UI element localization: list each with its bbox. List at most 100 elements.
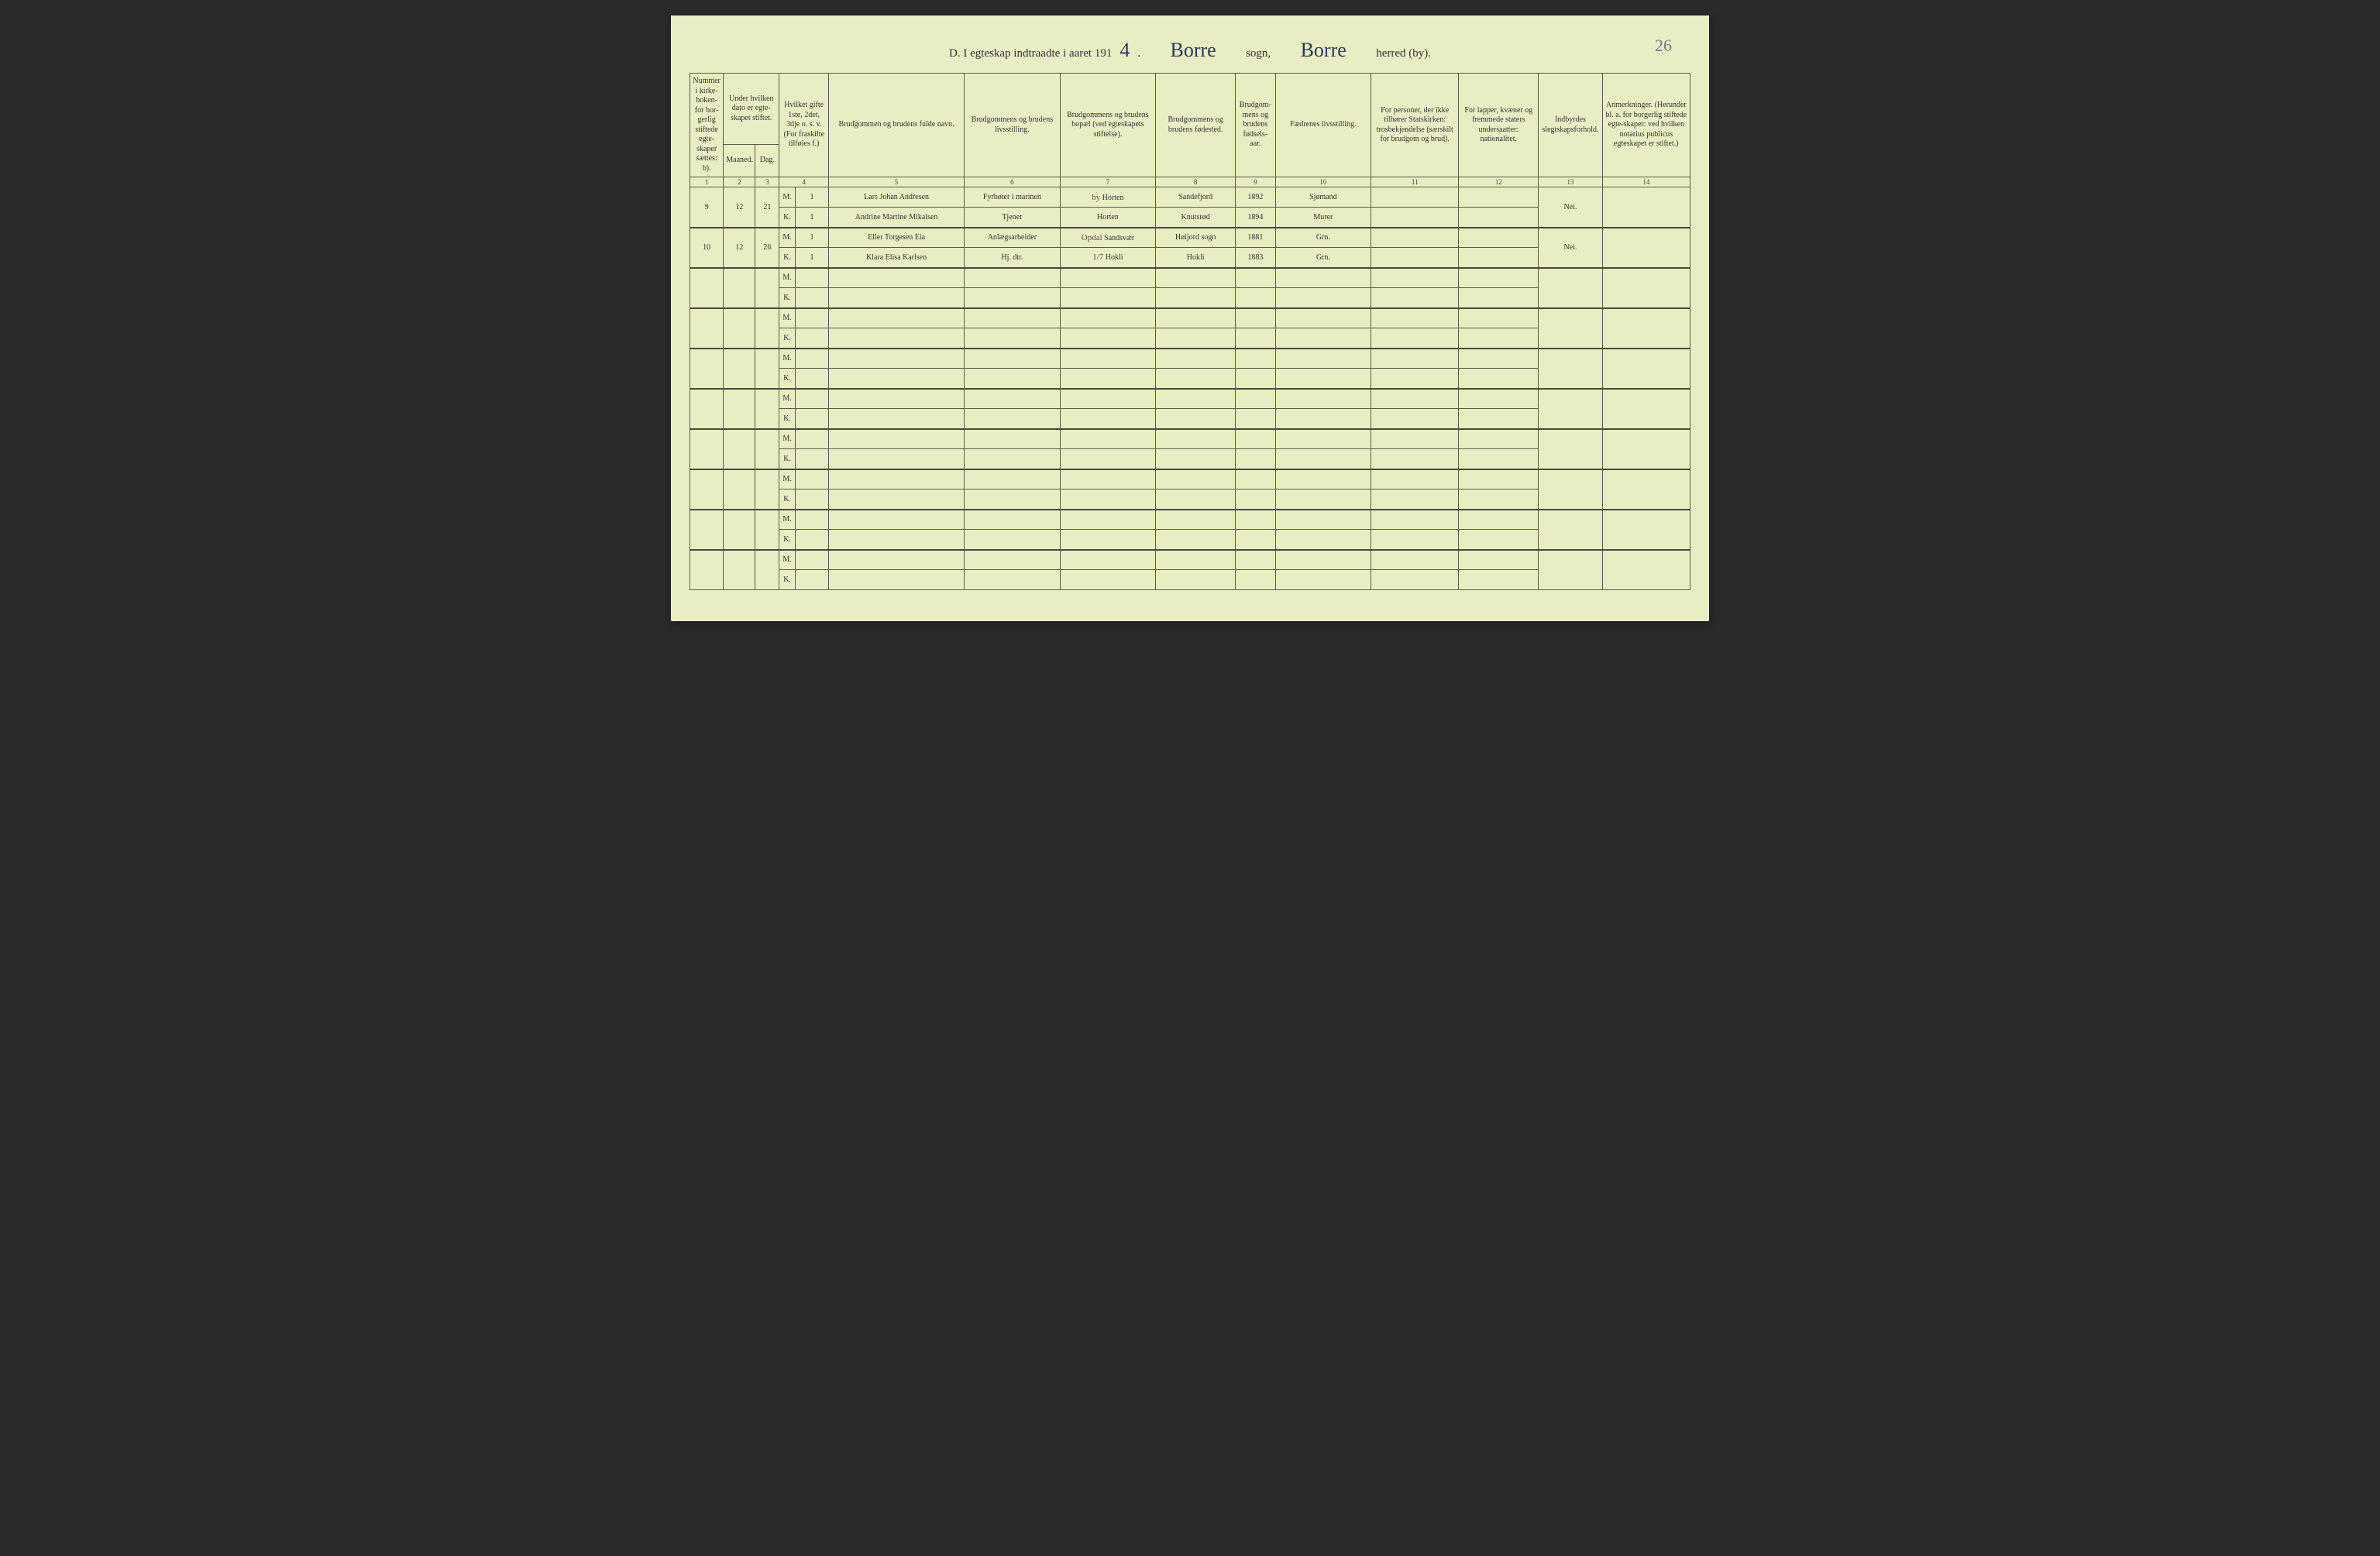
- cell-mk: K.: [779, 248, 796, 268]
- cell-slegt: [1539, 349, 1602, 389]
- cell-aar: [1236, 489, 1275, 510]
- cell-nat: [1459, 288, 1539, 308]
- table-row: M.: [690, 469, 1690, 489]
- cell-mk: M.: [779, 308, 796, 328]
- cell-bopal: [1060, 449, 1156, 469]
- cell-fodested: [1156, 288, 1236, 308]
- cell-tros: [1371, 248, 1459, 268]
- cell-bopal: by Horten: [1060, 187, 1156, 208]
- cell-mk: M.: [779, 469, 796, 489]
- hdr-13: Indbyrdes slegtskapsforhold.: [1539, 74, 1602, 177]
- title-sogn-hand: Borre: [1147, 39, 1240, 62]
- cell-faedre: [1275, 429, 1371, 449]
- cell-faedre: [1275, 328, 1371, 349]
- cell-aar: [1236, 389, 1275, 409]
- cell-maaned: 12: [724, 187, 755, 228]
- cell-fodested: [1156, 550, 1236, 570]
- cell-dag: 21: [755, 187, 779, 228]
- coln-7: 7: [1060, 177, 1156, 187]
- cell-gifte: [795, 268, 828, 288]
- cell-slegt: [1539, 389, 1602, 429]
- cell-anm: [1602, 429, 1690, 469]
- cell-gifte: 1: [795, 228, 828, 248]
- cell-aar: 1894: [1236, 208, 1275, 228]
- cell-dag: [755, 349, 779, 389]
- coln-2: 2: [724, 177, 755, 187]
- cell-dag: [755, 308, 779, 349]
- cell-faedre: [1275, 469, 1371, 489]
- cell-navn: [829, 288, 965, 308]
- ledger-page: 26 D. I egteskap indtraadte i aaret 1914…: [671, 15, 1709, 621]
- cell-bopal: [1060, 268, 1156, 288]
- cell-navn: [829, 469, 965, 489]
- cell-nat: [1459, 409, 1539, 429]
- cell-fodested: Knutsrød: [1156, 208, 1236, 228]
- cell-navn: [829, 369, 965, 389]
- cell-mk: K.: [779, 570, 796, 590]
- column-number-row: 1 2 3 4 5 6 7 8 9 10 11 12 13 14: [690, 177, 1690, 187]
- cell-aar: [1236, 530, 1275, 550]
- cell-aar: 1883: [1236, 248, 1275, 268]
- cell-aar: 1881: [1236, 228, 1275, 248]
- cell-nat: [1459, 187, 1539, 208]
- cell-nat: [1459, 510, 1539, 530]
- cell-navn: Klara Elisa Karlsen: [829, 248, 965, 268]
- cell-mk: K.: [779, 530, 796, 550]
- cell-gifte: [795, 288, 828, 308]
- cell-navn: [829, 409, 965, 429]
- cell-faedre: Murer: [1275, 208, 1371, 228]
- cell-anm: [1602, 550, 1690, 590]
- cell-faedre: [1275, 510, 1371, 530]
- cell-maaned: [724, 349, 755, 389]
- cell-stilling: [965, 349, 1061, 369]
- hdr-8: Brudgommens og brudens fødested.: [1156, 74, 1236, 177]
- cell-mk: M.: [779, 268, 796, 288]
- cell-tros: [1371, 530, 1459, 550]
- coln-14: 14: [1602, 177, 1690, 187]
- table-row: M.: [690, 389, 1690, 409]
- title-sogn-label: sogn,: [1246, 47, 1271, 60]
- cell-gifte: [795, 530, 828, 550]
- cell-faedre: [1275, 389, 1371, 409]
- cell-nat: [1459, 208, 1539, 228]
- cell-navn: [829, 489, 965, 510]
- table-row: M.: [690, 550, 1690, 570]
- cell-slegt: [1539, 550, 1602, 590]
- cell-mk: M.: [779, 550, 796, 570]
- coln-1: 1: [690, 177, 724, 187]
- cell-stilling: Tjener: [965, 208, 1061, 228]
- cell-anm: [1602, 308, 1690, 349]
- cell-num: [690, 268, 724, 308]
- cell-mk: M.: [779, 429, 796, 449]
- table-row: 101226M.1Eller Torgesen EiaAnlægsarbeide…: [690, 228, 1690, 248]
- cell-tros: [1371, 208, 1459, 228]
- cell-aar: [1236, 349, 1275, 369]
- cell-num: [690, 550, 724, 590]
- cell-mk: K.: [779, 288, 796, 308]
- cell-mk: M.: [779, 187, 796, 208]
- cell-maaned: 12: [724, 228, 755, 268]
- cell-navn: [829, 530, 965, 550]
- cell-stilling: [965, 369, 1061, 389]
- cell-bopal: [1060, 409, 1156, 429]
- cell-faedre: [1275, 308, 1371, 328]
- cell-dag: [755, 550, 779, 590]
- cell-nat: [1459, 489, 1539, 510]
- cell-faedre: Sjømand: [1275, 187, 1371, 208]
- table-row: M.: [690, 349, 1690, 369]
- cell-gifte: [795, 389, 828, 409]
- cell-nat: [1459, 469, 1539, 489]
- cell-bopal: [1060, 510, 1156, 530]
- coln-6: 6: [965, 177, 1061, 187]
- cell-faedre: Grn.: [1275, 248, 1371, 268]
- cell-nat: [1459, 308, 1539, 328]
- cell-fodested: [1156, 328, 1236, 349]
- title-herred-label: herred (by).: [1376, 47, 1431, 60]
- cell-faedre: [1275, 530, 1371, 550]
- cell-stilling: [965, 409, 1061, 429]
- cell-aar: [1236, 449, 1275, 469]
- cell-maaned: [724, 429, 755, 469]
- cell-fodested: [1156, 308, 1236, 328]
- cell-tros: [1371, 369, 1459, 389]
- cell-tros: [1371, 510, 1459, 530]
